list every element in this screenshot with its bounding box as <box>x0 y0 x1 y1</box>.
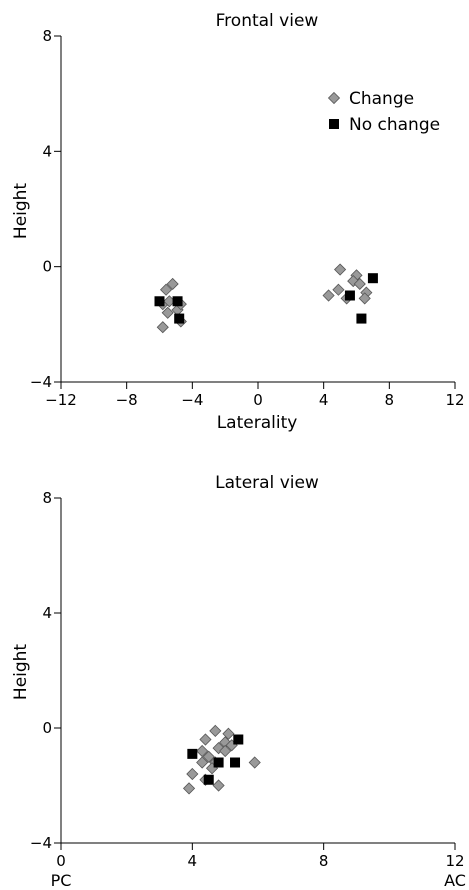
data-point-no-change <box>154 296 165 307</box>
data-point-change <box>332 283 345 296</box>
data-point-change <box>212 779 225 792</box>
data-point-no-change <box>172 296 183 307</box>
chart-title: Frontal view <box>216 11 319 31</box>
x-tick-label: 8 <box>385 391 395 409</box>
data-point-change <box>196 756 209 769</box>
legend-label: Change <box>349 89 414 109</box>
data-point-change <box>186 767 199 781</box>
data-point-change <box>209 724 222 737</box>
y-tick-label: 8 <box>42 27 52 45</box>
data-point-change <box>182 782 196 795</box>
data-point-change <box>199 733 212 746</box>
data-point-change <box>202 750 215 763</box>
y-tick-label: −4 <box>30 373 52 391</box>
data-point-no-change <box>233 734 244 745</box>
data-point-no-change <box>174 313 185 324</box>
legend-label: No change <box>349 115 440 135</box>
x-tick-label: 0 <box>253 391 263 409</box>
x-tick-label: 12 <box>445 391 464 409</box>
legend-marker-no-change <box>329 119 339 129</box>
y-tick-label: 8 <box>42 489 52 507</box>
data-point-no-change <box>187 748 198 759</box>
data-point-no-change <box>344 290 355 301</box>
data-point-change <box>248 756 261 769</box>
data-point-change <box>219 744 232 758</box>
x-tick-label: −12 <box>45 391 77 409</box>
data-point-change <box>334 263 347 276</box>
data-point-change <box>358 292 371 305</box>
x-tick-label: 8 <box>319 852 329 870</box>
data-point-no-change <box>203 774 214 785</box>
data-point-change <box>156 321 169 334</box>
data-point-no-change <box>213 757 224 768</box>
data-point-change <box>353 277 366 291</box>
y-axis-label: Height <box>11 644 31 701</box>
legend-marker-change <box>327 91 341 105</box>
y-tick-label: 4 <box>42 142 52 160</box>
data-point-no-change <box>356 313 367 324</box>
data-point-no-change <box>367 273 378 284</box>
x-tick-label: −4 <box>181 391 203 409</box>
y-tick-label: −4 <box>30 834 52 852</box>
data-point-change <box>166 277 179 291</box>
x-tick-label: 4 <box>188 852 198 870</box>
y-tick-label: 0 <box>42 258 52 276</box>
x-tick-label: −8 <box>116 391 138 409</box>
chart-title: Lateral view <box>215 473 319 493</box>
data-point-change <box>322 289 335 302</box>
x-tick-label: 0 <box>56 852 66 870</box>
x-axis-label: Laterality <box>217 413 298 433</box>
y-tick-label: 4 <box>42 604 52 622</box>
data-point-no-change <box>230 757 241 768</box>
x-tick-label: 4 <box>319 391 329 409</box>
y-tick-label: 0 <box>42 719 52 737</box>
x-end-label-right: AC <box>444 871 466 890</box>
x-end-label-left: PC <box>51 871 72 890</box>
data-point-change <box>160 283 173 296</box>
x-tick-label: 12 <box>445 852 464 870</box>
data-point-change <box>161 306 174 319</box>
data-point-change <box>222 727 235 740</box>
y-axis-label: Height <box>11 183 31 240</box>
